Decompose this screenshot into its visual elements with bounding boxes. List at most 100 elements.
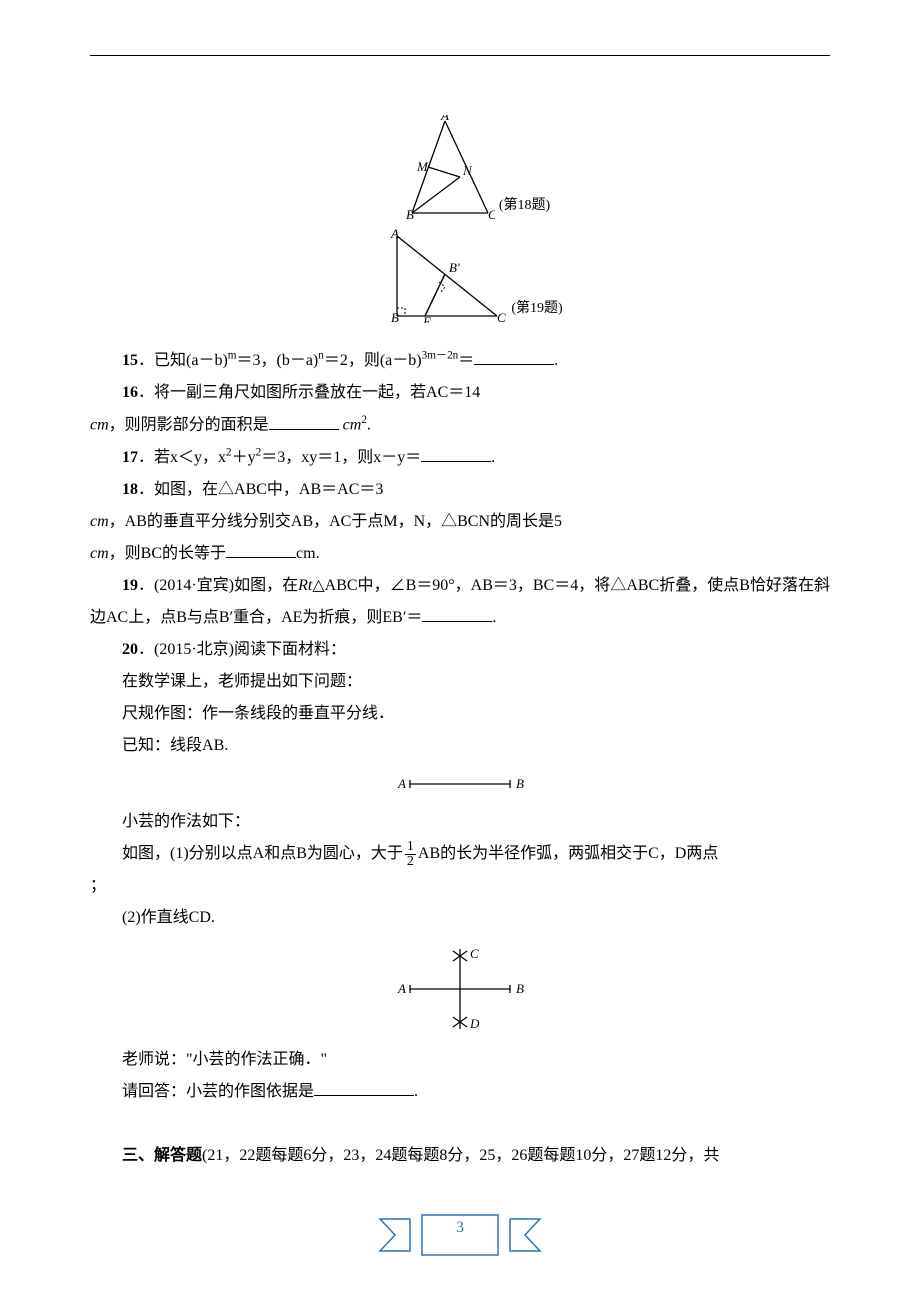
q20-frac-num: 1 bbox=[405, 840, 416, 855]
q20-t7: (2)作直线CD. bbox=[90, 909, 215, 926]
q16-l2: cm，则阴影部分的面积是 cm2. bbox=[90, 409, 830, 441]
q18-l1: 18．如图，在△ABC中，AB＝AC＝3 bbox=[90, 474, 830, 506]
q20-l5: 小芸的作法如下： bbox=[90, 806, 830, 838]
q17-c: ＝3，xy＝1，则x－y＝ bbox=[261, 449, 421, 466]
fig18-C: C bbox=[488, 207, 495, 220]
top-rule bbox=[90, 55, 830, 56]
q16-l1: 16．将一副三角尺如图所示叠放在一起，若AC＝14 bbox=[90, 377, 830, 409]
q18-t3b: cm. bbox=[296, 545, 320, 562]
fig18-A: A bbox=[440, 115, 449, 123]
q17: 17．若x＜y，x2＋y2＝3，xy＝1，则x－y＝. bbox=[90, 442, 830, 474]
q20-l8: 老师说："小芸的作法正确．" bbox=[90, 1044, 830, 1076]
fig18-label: (第18题) bbox=[499, 192, 550, 220]
q20-t9a: 请回答：小芸的作图依据是 bbox=[122, 1083, 314, 1100]
q20-l2: 在数学课上，老师提出如下问题： bbox=[90, 666, 830, 698]
q20-t2: 在数学课上，老师提出如下问题： bbox=[90, 673, 362, 690]
q18-l3: cm，则BC的长等于 cm. bbox=[90, 538, 830, 570]
q18-blank bbox=[226, 542, 296, 558]
q15-d: ＝ bbox=[458, 352, 474, 369]
q18-num: 18 bbox=[122, 481, 138, 498]
q18-cm2: cm bbox=[90, 545, 109, 562]
fig18-N: N bbox=[462, 163, 473, 178]
q19: 19．(2014·宜宾)如图，在Rt△ABC中，∠B＝90°，AB＝3，BC＝4… bbox=[90, 570, 830, 634]
q20-l3: 尺规作图：作一条线段的垂直平分线． bbox=[90, 698, 830, 730]
section3-detail: (21，22题每题6分，23，24题每题8分，25，26题每题10分，27题12… bbox=[202, 1147, 719, 1164]
q19-a: ．(2014·宜宾)如图，在 bbox=[138, 577, 298, 594]
q19-period: . bbox=[492, 609, 496, 626]
fig19-Bp: B′ bbox=[449, 260, 460, 275]
figure-18-row: A M N B C (第18题) bbox=[400, 115, 550, 220]
q18-t3a: ，则BC的长等于 bbox=[109, 545, 226, 562]
figure-19-svg: A B′ B E C bbox=[387, 228, 507, 323]
fig19-label: (第19题) bbox=[511, 295, 562, 323]
q20-l9: 请回答：小芸的作图依据是. bbox=[90, 1076, 830, 1108]
fig19-B: B bbox=[391, 310, 399, 323]
q15-blank bbox=[474, 349, 554, 365]
q20-t6b: AB的长为半径作弧，两弧相交于C，D两点 bbox=[418, 845, 718, 862]
conCD-B: B bbox=[516, 981, 524, 996]
figure-18-svg: A M N B C bbox=[400, 115, 495, 220]
q18-t1: ．如图，在△ABC中，AB＝AC＝3 bbox=[138, 481, 383, 498]
figure-19-row: A B′ B E C (第19题) bbox=[387, 228, 562, 323]
q17-period: . bbox=[491, 449, 495, 466]
q20-t1: ．(2015·北京)阅读下面材料： bbox=[138, 641, 346, 658]
q19-rt: Rt bbox=[298, 577, 312, 594]
q20-l1: 20．(2015·北京)阅读下面材料： bbox=[90, 634, 830, 666]
segAB-A: A bbox=[397, 776, 406, 791]
q17-a: ．若x＜y，x bbox=[138, 449, 226, 466]
figure-construction: A B C D bbox=[90, 944, 830, 1034]
q20-frac: 12 bbox=[405, 840, 416, 869]
fig18-B: B bbox=[406, 207, 414, 220]
q17-b: ＋y bbox=[232, 449, 256, 466]
q15: 15．已知(a－b)m＝3，(b－a)n＝2，则(a－b)3m－2n＝. bbox=[90, 345, 830, 377]
q20-t6a: 如图，(1)分别以点A和点B为圆心，大于 bbox=[122, 845, 403, 862]
q16-t1: ．将一副三角尺如图所示叠放在一起，若AC＝14 bbox=[138, 384, 480, 401]
q19-blank bbox=[422, 606, 492, 622]
q17-blank bbox=[421, 446, 491, 462]
spacer bbox=[90, 1108, 830, 1140]
segAB-B: B bbox=[516, 776, 524, 791]
q16-blank bbox=[269, 414, 339, 430]
q20-t8: 老师说："小芸的作法正确．" bbox=[90, 1051, 327, 1068]
q15-a: ．已知(a－b) bbox=[138, 352, 228, 369]
q15-c: ＝2，则(a－b) bbox=[324, 352, 422, 369]
q15-period: . bbox=[554, 352, 558, 369]
fig19-A: A bbox=[390, 228, 399, 241]
q16-t2: ，则阴影部分的面积是 bbox=[109, 417, 269, 434]
q18-t2: ，AB的垂直平分线分别交AB，AC于点M，N，△BCN的周长是5 bbox=[109, 513, 562, 530]
q16-cm1: cm bbox=[90, 417, 109, 434]
q18-cm1: cm bbox=[90, 513, 109, 530]
q18-l2: cm，AB的垂直平分线分别交AB，AC于点M，N，△BCN的周长是5 bbox=[90, 506, 830, 538]
q16-num: 16 bbox=[122, 384, 138, 401]
q20-l6: 如图，(1)分别以点A和点B为圆心，大于12AB的长为半径作弧，两弧相交于C，D… bbox=[90, 838, 830, 870]
conCD-C: C bbox=[470, 946, 479, 961]
q20-num: 20 bbox=[122, 641, 138, 658]
section3-heading: 三、解答题 bbox=[122, 1147, 202, 1164]
q15-s3: 3m－2n bbox=[422, 350, 459, 362]
q19-num: 19 bbox=[122, 577, 138, 594]
q20-l7: (2)作直线CD. bbox=[90, 902, 830, 934]
page-number: 3 bbox=[456, 1212, 464, 1244]
q20-t4: 已知：线段AB. bbox=[90, 737, 228, 754]
section3: 三、解答题(21，22题每题6分，23，24题每题8分，25，26题每题10分，… bbox=[90, 1140, 830, 1172]
conCD-A: A bbox=[397, 981, 406, 996]
q20-t9b: . bbox=[414, 1083, 418, 1100]
q15-b: ＝3，(b－a) bbox=[236, 352, 318, 369]
q20-blank bbox=[314, 1080, 414, 1096]
q20-l4: 已知：线段AB. bbox=[90, 730, 830, 762]
fig19-E: E bbox=[422, 314, 431, 323]
fig18-M: M bbox=[416, 159, 429, 174]
q15-num: 15 bbox=[122, 352, 138, 369]
q16-cm2: cm bbox=[343, 417, 362, 434]
q20-frac-den: 2 bbox=[405, 855, 416, 869]
figure-segment-ab: A B bbox=[90, 772, 830, 796]
q20-t5: 小芸的作法如下： bbox=[90, 813, 250, 830]
q17-num: 17 bbox=[122, 449, 138, 466]
conCD-D: D bbox=[469, 1016, 480, 1031]
q16-dot: . bbox=[367, 417, 371, 434]
content: 15．已知(a－b)m＝3，(b－a)n＝2，则(a－b)3m－2n＝. 16．… bbox=[90, 345, 830, 1172]
figures-block: A M N B C (第18题) A bbox=[90, 115, 830, 323]
fig19-C: C bbox=[497, 310, 506, 323]
q20-t6c: ； bbox=[90, 877, 106, 894]
q20-t3: 尺规作图：作一条线段的垂直平分线． bbox=[90, 705, 394, 722]
